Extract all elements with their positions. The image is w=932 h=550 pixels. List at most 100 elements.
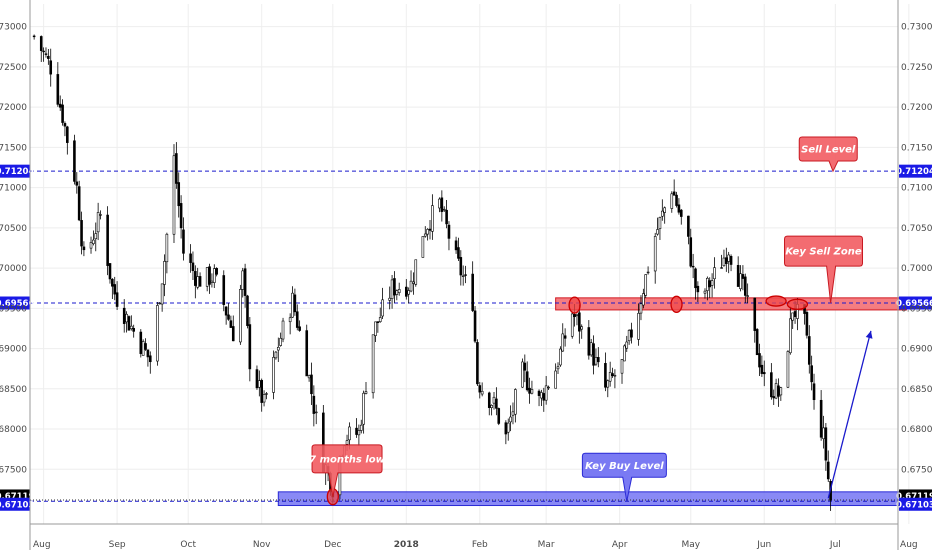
candle[interactable]	[165, 232, 169, 274]
candle[interactable]	[77, 180, 81, 222]
candle[interactable]	[39, 35, 43, 62]
candle[interactable]	[720, 254, 723, 269]
candle[interactable]	[96, 202, 100, 241]
candle[interactable]	[725, 247, 728, 272]
candle[interactable]	[276, 337, 280, 362]
candle[interactable]	[492, 392, 496, 410]
candle[interactable]	[310, 362, 313, 406]
candle[interactable]	[762, 360, 766, 387]
candle[interactable]	[58, 95, 62, 111]
candle[interactable]	[540, 389, 543, 407]
candle[interactable]	[73, 134, 76, 185]
candle[interactable]	[511, 402, 515, 425]
candle[interactable]	[604, 352, 607, 392]
candle[interactable]	[561, 323, 565, 352]
candle[interactable]	[454, 236, 458, 254]
candle[interactable]	[314, 404, 318, 425]
candle[interactable]	[810, 355, 813, 391]
candle[interactable]	[706, 276, 709, 301]
candle[interactable]	[212, 264, 216, 289]
candle[interactable]	[158, 302, 162, 305]
candle[interactable]	[644, 274, 648, 299]
candle[interactable]	[506, 418, 510, 441]
candle[interactable]	[260, 378, 263, 412]
candle[interactable]	[179, 195, 183, 239]
candle[interactable]	[113, 276, 117, 301]
candle[interactable]	[822, 415, 825, 449]
candle[interactable]	[805, 310, 809, 339]
candle[interactable]	[755, 328, 759, 356]
candle[interactable]	[362, 390, 365, 434]
candle[interactable]	[521, 358, 524, 388]
candle[interactable]	[274, 350, 278, 360]
candle[interactable]	[412, 272, 415, 295]
candle[interactable]	[196, 267, 199, 290]
candle[interactable]	[374, 321, 377, 343]
candle[interactable]	[227, 303, 230, 321]
candle[interactable]	[739, 265, 742, 292]
candle[interactable]	[108, 263, 112, 284]
candle[interactable]	[32, 34, 36, 40]
candle[interactable]	[210, 273, 214, 288]
candle[interactable]	[786, 350, 790, 389]
candle[interactable]	[487, 391, 491, 416]
candle[interactable]	[177, 172, 181, 218]
candle[interactable]	[777, 378, 780, 407]
candle[interactable]	[497, 407, 501, 426]
candle[interactable]	[542, 387, 546, 412]
candle[interactable]	[423, 226, 427, 238]
candle[interactable]	[528, 377, 531, 404]
candle[interactable]	[397, 282, 401, 296]
candle[interactable]	[288, 313, 292, 335]
candle[interactable]	[49, 48, 53, 87]
candle[interactable]	[476, 339, 479, 387]
candle[interactable]	[307, 374, 311, 382]
candle[interactable]	[525, 361, 529, 392]
candle[interactable]	[627, 329, 631, 345]
candle[interactable]	[148, 351, 152, 374]
candle[interactable]	[679, 208, 683, 225]
candle[interactable]	[646, 266, 650, 275]
candle[interactable]	[130, 315, 133, 331]
candle[interactable]	[544, 376, 548, 405]
candle[interactable]	[658, 216, 662, 241]
candle[interactable]	[431, 194, 434, 240]
candle[interactable]	[445, 199, 448, 229]
candle[interactable]	[198, 272, 202, 287]
candle[interactable]	[575, 313, 579, 326]
candle[interactable]	[42, 47, 45, 62]
candle[interactable]	[727, 251, 730, 274]
candle[interactable]	[407, 287, 410, 304]
candle[interactable]	[440, 190, 444, 222]
candle[interactable]	[231, 315, 235, 342]
candle[interactable]	[613, 369, 617, 389]
candle[interactable]	[63, 121, 67, 137]
candle[interactable]	[753, 297, 757, 343]
candle[interactable]	[229, 315, 233, 328]
candle[interactable]	[537, 389, 541, 407]
candle[interactable]	[625, 335, 629, 352]
candle[interactable]	[44, 47, 48, 58]
candle[interactable]	[729, 254, 733, 272]
candle[interactable]	[421, 236, 425, 258]
candle[interactable]	[608, 361, 612, 387]
candle[interactable]	[661, 199, 664, 221]
candle[interactable]	[189, 244, 192, 273]
candle[interactable]	[611, 367, 614, 378]
candle[interactable]	[779, 386, 783, 401]
candle[interactable]	[409, 270, 413, 293]
candle[interactable]	[589, 338, 593, 357]
candle[interactable]	[559, 346, 562, 367]
candle[interactable]	[222, 270, 226, 312]
candle[interactable]	[504, 420, 508, 445]
candle[interactable]	[239, 284, 242, 345]
candle[interactable]	[75, 172, 79, 194]
candle[interactable]	[291, 286, 294, 318]
candle[interactable]	[442, 206, 446, 212]
candle[interactable]	[587, 320, 591, 360]
candle[interactable]	[653, 232, 657, 284]
candle[interactable]	[580, 324, 584, 339]
candle[interactable]	[578, 304, 581, 344]
candle[interactable]	[563, 328, 567, 347]
candle[interactable]	[175, 142, 178, 189]
